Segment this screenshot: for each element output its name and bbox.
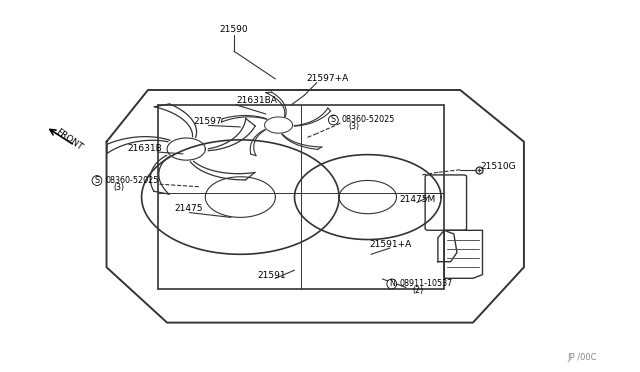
- Text: S: S: [331, 115, 336, 125]
- Text: 21510G: 21510G: [481, 162, 516, 171]
- Text: N: N: [389, 279, 395, 288]
- Text: 08360-52025: 08360-52025: [105, 176, 159, 185]
- Text: 08911-10537: 08911-10537: [399, 279, 453, 288]
- Text: 21597+A: 21597+A: [306, 74, 348, 83]
- Text: JP /00C: JP /00C: [568, 353, 597, 362]
- Text: 21631BA: 21631BA: [236, 96, 276, 105]
- Text: 21590: 21590: [220, 25, 248, 33]
- Text: (3): (3): [349, 122, 360, 131]
- Text: FRONT: FRONT: [54, 127, 84, 152]
- Text: 21475M: 21475M: [399, 195, 436, 203]
- Text: (2): (2): [412, 286, 424, 295]
- Text: 21475: 21475: [175, 204, 204, 213]
- Text: 21591+A: 21591+A: [370, 240, 412, 249]
- Text: 21631B: 21631B: [127, 144, 162, 153]
- Text: 08360-52025: 08360-52025: [342, 115, 395, 125]
- Text: (3): (3): [113, 183, 124, 192]
- Text: 21597: 21597: [194, 117, 223, 126]
- Text: S: S: [95, 176, 100, 185]
- Text: 21591: 21591: [257, 270, 286, 280]
